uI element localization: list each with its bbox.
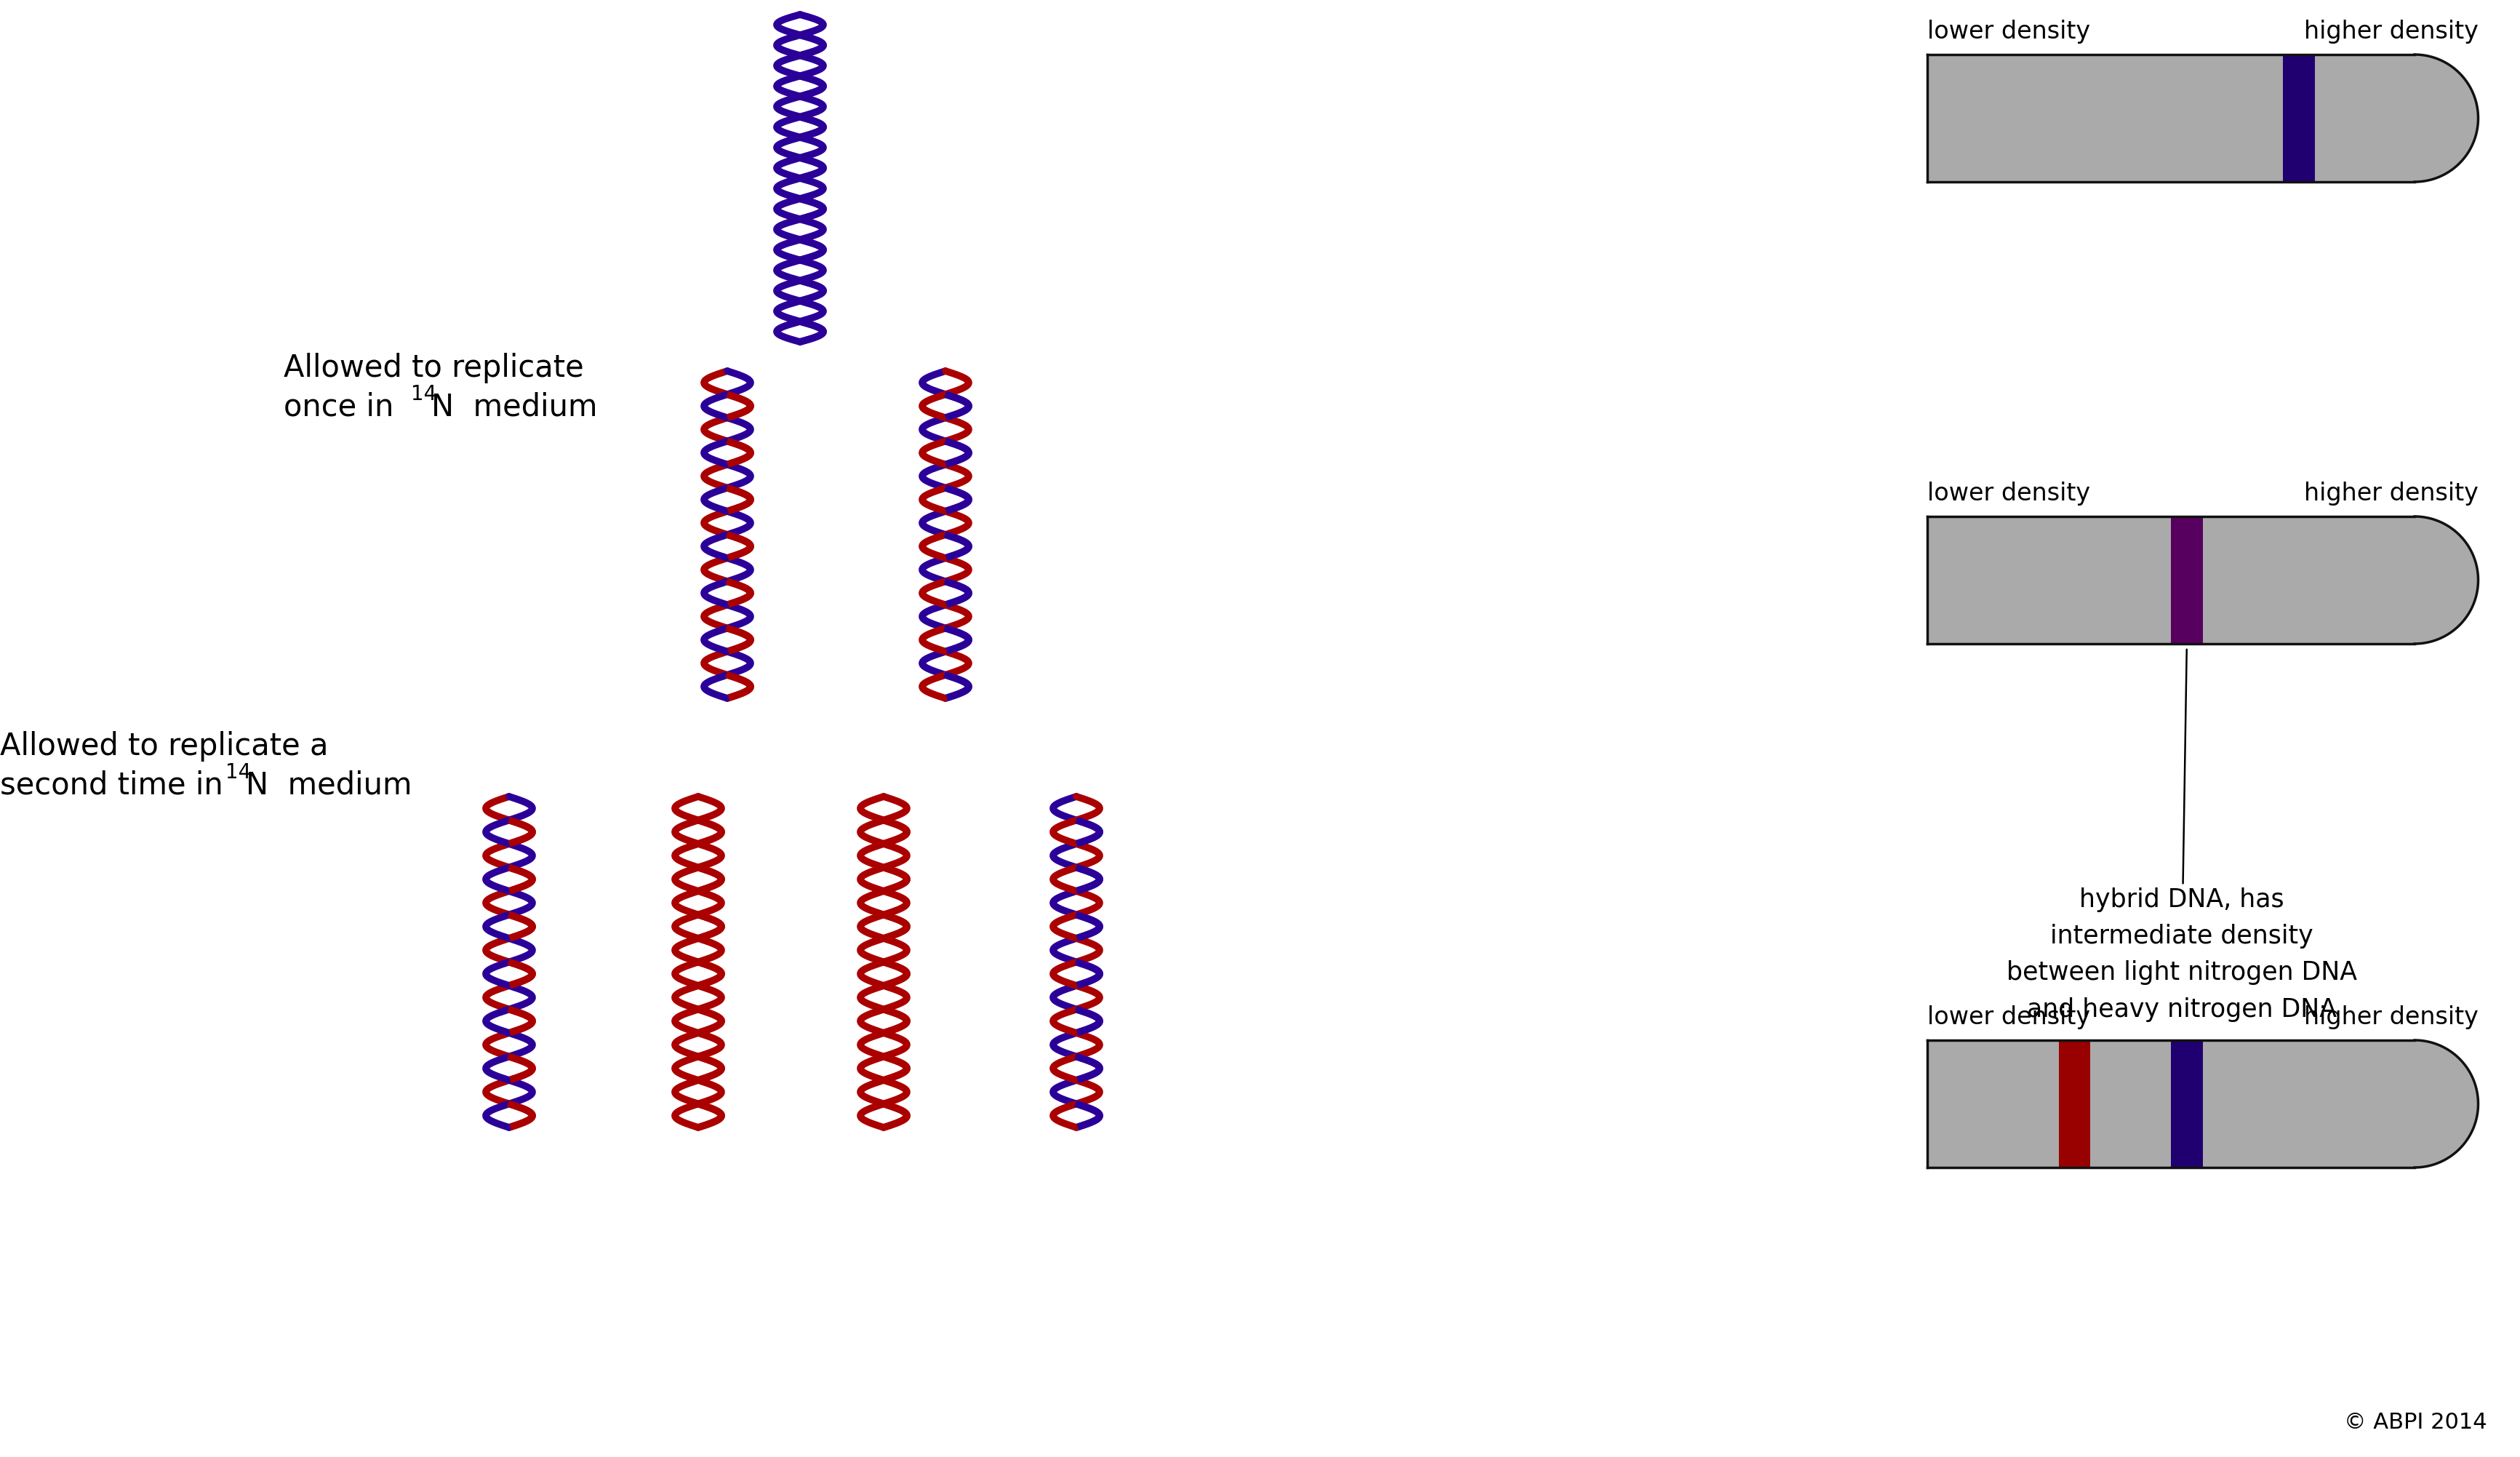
Text: N  medium: N medium [431,392,597,423]
Text: lower density: lower density [1928,482,2089,506]
Text: lower density: lower density [1928,19,2089,44]
Text: once in: once in [285,392,403,423]
Text: hybrid DNA, has
intermediate density
between light nitrogen DNA
and heavy nitrog: hybrid DNA, has intermediate density bet… [2006,650,2356,1021]
Text: © ABPI 2014: © ABPI 2014 [2344,1412,2487,1434]
Bar [2170,1040,2202,1167]
Bar [2059,1040,2089,1167]
Wedge shape [2414,54,2477,182]
Text: higher density: higher density [2303,19,2477,44]
Wedge shape [2414,1040,2477,1167]
Text: lower density: lower density [1928,1005,2089,1029]
FancyBboxPatch shape [1928,516,2414,644]
Text: second time in: second time in [0,769,232,800]
FancyBboxPatch shape [1928,1040,2414,1167]
Text: higher density: higher density [2303,482,2477,506]
Wedge shape [2414,516,2477,644]
Text: 14: 14 [411,385,436,405]
Text: Allowed to replicate: Allowed to replicate [285,353,585,383]
Bar [2283,54,2313,182]
Text: Allowed to replicate a: Allowed to replicate a [0,731,328,762]
Bar [2170,516,2202,644]
Text: 14: 14 [224,762,252,782]
Text: N  medium: N medium [247,769,411,800]
Text: higher density: higher density [2303,1005,2477,1029]
FancyBboxPatch shape [1928,54,2414,182]
